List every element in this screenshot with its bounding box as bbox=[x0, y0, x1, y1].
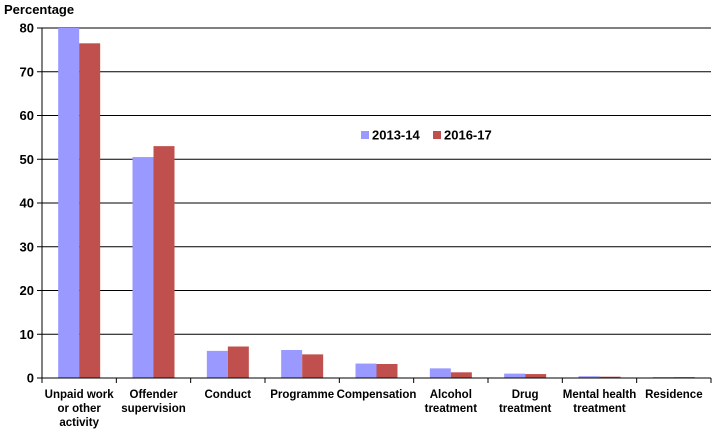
bar bbox=[376, 364, 398, 378]
legend: 2013-14 2016-17 bbox=[361, 128, 492, 143]
y-tick-label: 50 bbox=[20, 152, 34, 167]
bar bbox=[429, 368, 451, 378]
y-tick-label: 10 bbox=[20, 327, 34, 342]
bar bbox=[578, 376, 600, 378]
x-tick-label: Drug treatment bbox=[499, 389, 552, 415]
bar bbox=[79, 43, 101, 378]
legend-label: 2013-14 bbox=[372, 128, 420, 143]
y-tick-label: 20 bbox=[20, 283, 34, 298]
x-tick-label: Unpaid work or other activity bbox=[45, 389, 115, 429]
bar bbox=[355, 363, 377, 378]
bar bbox=[153, 146, 175, 378]
x-tick-label: Conduct bbox=[205, 389, 252, 401]
bar bbox=[206, 350, 228, 378]
x-tick-label: Offender supervision bbox=[121, 389, 186, 415]
legend-swatch bbox=[361, 131, 369, 139]
y-tick-labels: 0 10 20 30 40 50 60 70 80 bbox=[20, 21, 34, 386]
bar bbox=[281, 350, 303, 378]
y-tick-label: 30 bbox=[20, 239, 34, 254]
bar bbox=[132, 157, 154, 378]
bar bbox=[227, 346, 249, 378]
x-tick-label: Residence bbox=[645, 389, 703, 401]
y-tick-label: 40 bbox=[20, 196, 34, 211]
y-tick-label: 70 bbox=[20, 64, 34, 79]
bar bbox=[58, 28, 80, 378]
bar bbox=[525, 374, 547, 378]
y-tick-label: 60 bbox=[20, 108, 34, 123]
legend-label: 2016-17 bbox=[444, 128, 492, 143]
bars bbox=[58, 28, 695, 378]
x-tick-label: Compensation bbox=[337, 389, 417, 401]
bar bbox=[302, 354, 324, 378]
x-tick-label: Alcohol treatment bbox=[425, 389, 478, 415]
x-tick-label: Mental health treatment bbox=[563, 389, 636, 415]
bar bbox=[504, 373, 526, 378]
y-tick-label: 80 bbox=[20, 21, 34, 36]
y-tick-label: 0 bbox=[27, 371, 34, 386]
bar bbox=[450, 372, 472, 378]
bar bbox=[599, 376, 621, 378]
x-tick-label: Programme bbox=[270, 389, 334, 401]
axes bbox=[37, 27, 712, 383]
legend-swatch bbox=[433, 131, 441, 139]
y-axis-label: Percentage bbox=[4, 2, 74, 17]
